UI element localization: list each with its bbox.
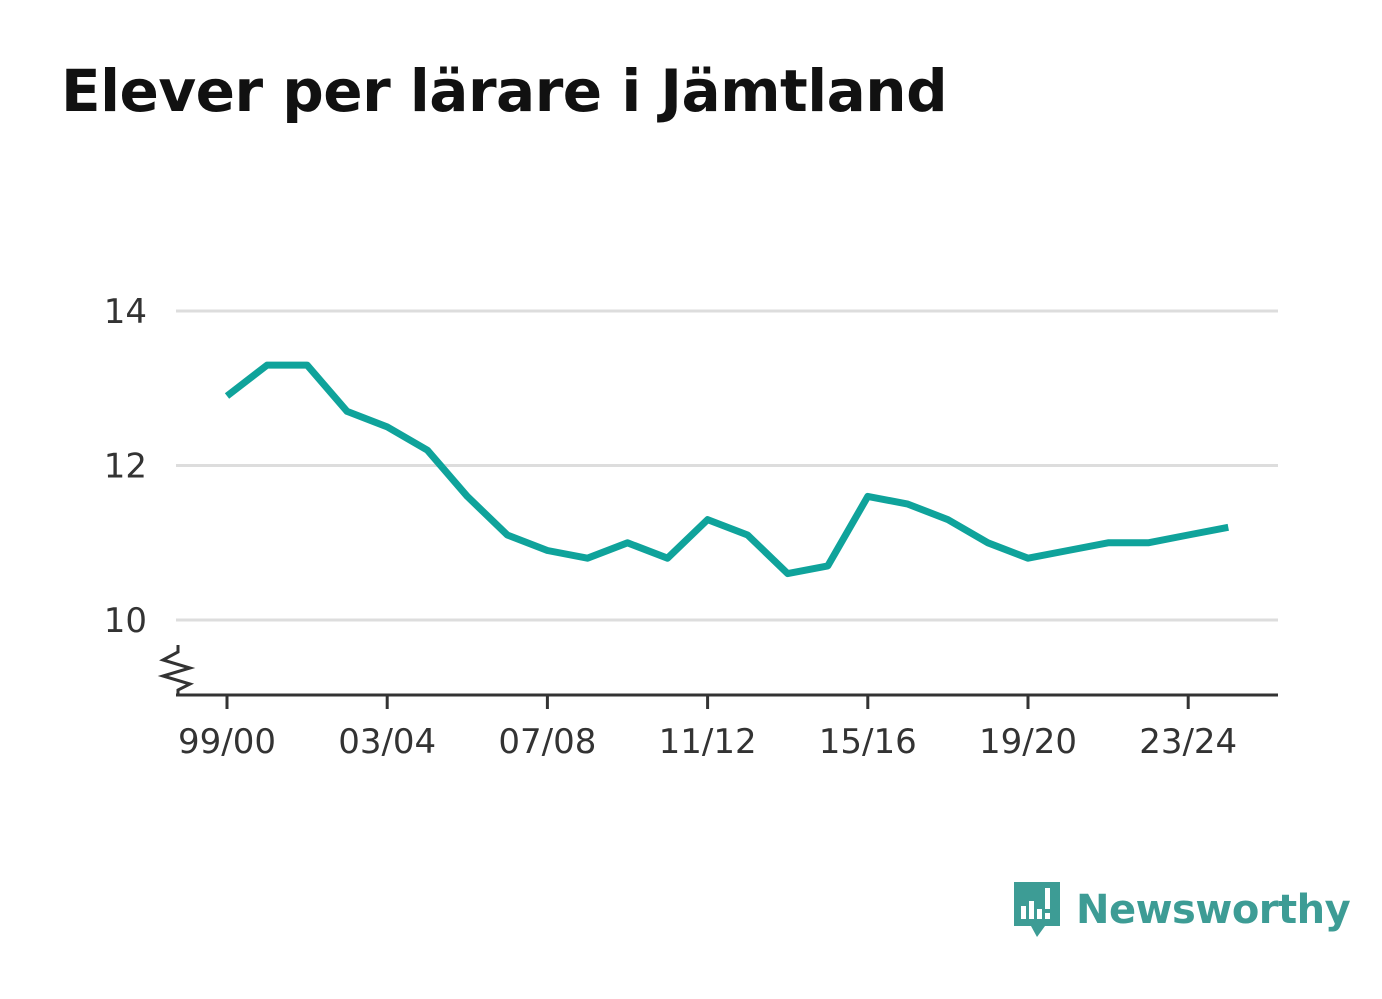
series-line [224,361,1229,578]
y-axis: 10 12 14 [104,292,196,695]
x-tick-label: 15/16 [819,722,917,762]
x-tick-label: 11/12 [659,722,757,762]
grid-lines [176,309,1278,622]
y-tick-label: 12 [104,447,147,487]
bar-chart-speech-bubble-icon [1014,882,1060,937]
y-tick-label: 10 [104,601,147,641]
x-tick-label: 19/20 [979,722,1077,762]
x-tick-label: 07/08 [498,722,596,762]
y-tick-label: 14 [104,292,147,332]
x-tick-label: 99/00 [178,722,276,762]
chart-title: Elever per lärare i Jämtland [61,57,948,125]
x-tick-label: 03/04 [338,722,436,762]
x-tick-label: 23/24 [1139,722,1237,762]
x-axis: 99/00 03/04 07/08 11/12 15/16 19/20 23/24 [176,693,1278,762]
axis-break-mark [157,645,196,695]
brand-name: Newsworthy [1076,887,1351,933]
series-layer [224,361,1229,578]
newsworthy-logo: Newsworthy [1012,880,1351,940]
